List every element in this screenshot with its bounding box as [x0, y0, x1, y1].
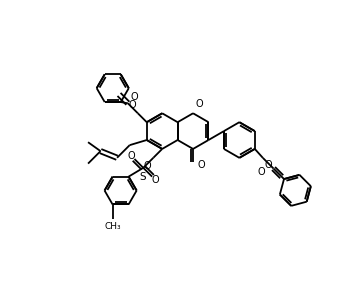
Text: CH₃: CH₃ — [104, 222, 121, 231]
Text: O: O — [144, 161, 151, 171]
Text: O: O — [265, 160, 272, 170]
Text: O: O — [130, 92, 138, 102]
Text: O: O — [127, 151, 135, 160]
Text: O: O — [152, 175, 159, 185]
Text: S: S — [139, 172, 146, 182]
Text: O: O — [197, 160, 205, 170]
Text: O: O — [129, 100, 136, 110]
Text: O: O — [258, 168, 266, 177]
Text: O: O — [195, 99, 203, 109]
